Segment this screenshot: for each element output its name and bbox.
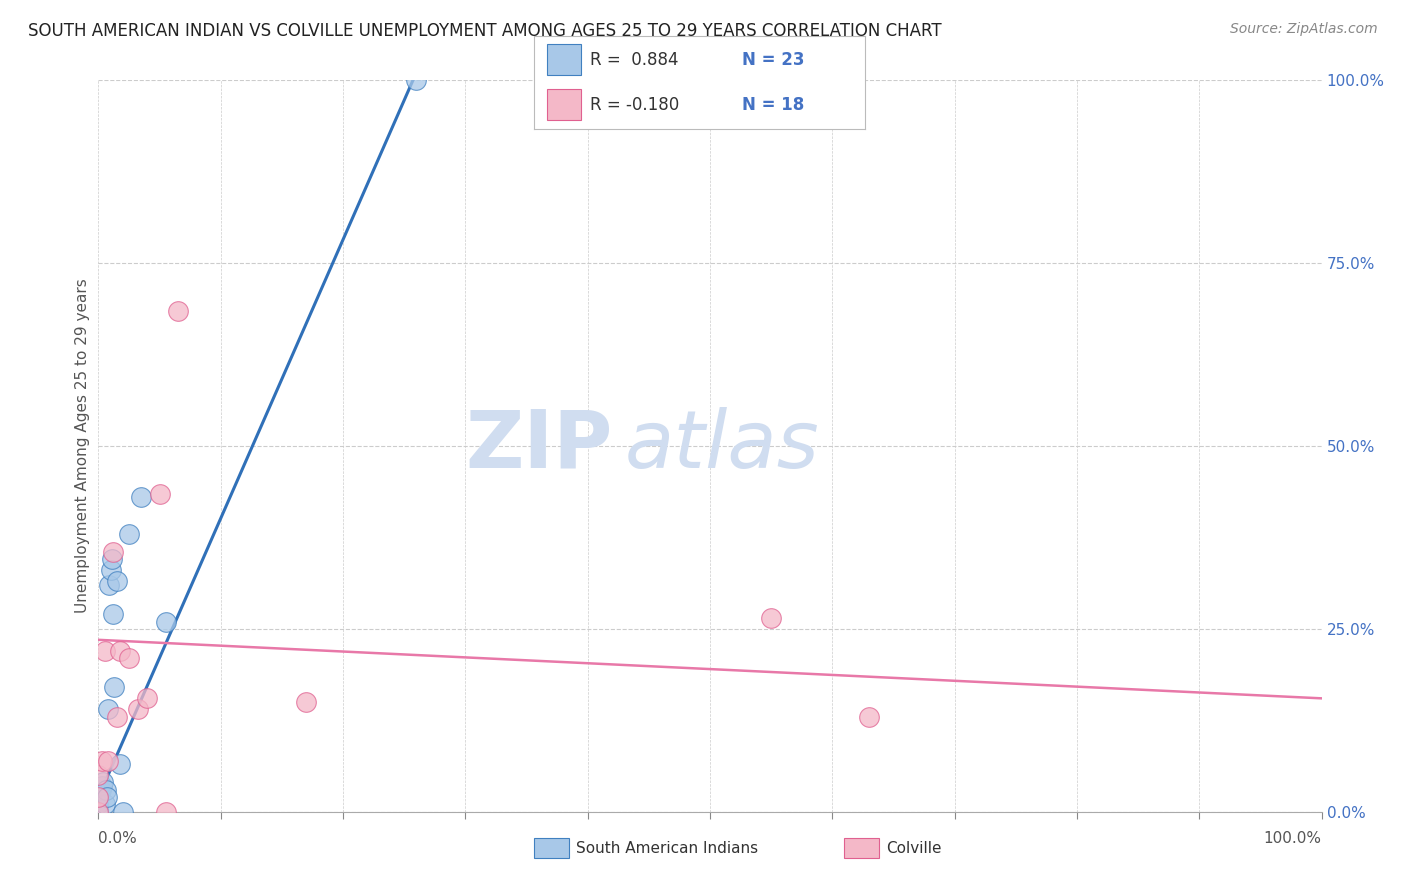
Point <box>97 754 120 768</box>
Text: South American Indians: South American Indians <box>576 841 759 855</box>
Point <box>87 768 110 782</box>
Point <box>87 801 110 815</box>
Point <box>93 797 115 812</box>
Text: Source: ZipAtlas.com: Source: ZipAtlas.com <box>1230 22 1378 37</box>
Point <box>127 702 149 716</box>
Point <box>858 709 880 723</box>
Point <box>98 578 121 592</box>
Point <box>405 73 427 87</box>
Point <box>105 574 128 589</box>
Point <box>167 303 190 318</box>
Text: ZIP: ZIP <box>465 407 612 485</box>
Point <box>105 709 128 723</box>
Text: atlas: atlas <box>624 407 820 485</box>
Point <box>103 681 125 695</box>
Point <box>96 790 118 805</box>
Point <box>91 779 114 793</box>
Point <box>90 782 112 797</box>
Point <box>155 805 177 819</box>
Point <box>93 644 115 658</box>
Point <box>91 754 114 768</box>
Point <box>94 782 117 797</box>
Point <box>87 805 110 819</box>
Text: 0.0%: 0.0% <box>98 831 138 846</box>
Point <box>111 805 134 819</box>
Text: Colville: Colville <box>886 841 941 855</box>
Text: N = 18: N = 18 <box>742 95 804 113</box>
Point <box>101 552 124 566</box>
Point <box>87 805 110 819</box>
Point <box>118 526 141 541</box>
Point <box>136 691 159 706</box>
Text: SOUTH AMERICAN INDIAN VS COLVILLE UNEMPLOYMENT AMONG AGES 25 TO 29 YEARS CORRELA: SOUTH AMERICAN INDIAN VS COLVILLE UNEMPL… <box>28 22 942 40</box>
Y-axis label: Unemployment Among Ages 25 to 29 years: Unemployment Among Ages 25 to 29 years <box>75 278 90 614</box>
Point <box>149 486 172 500</box>
Point <box>97 702 120 716</box>
Bar <box>547 44 581 75</box>
Bar <box>547 89 581 120</box>
Point <box>110 757 132 772</box>
Point <box>129 490 152 504</box>
Point <box>100 563 122 577</box>
Text: 100.0%: 100.0% <box>1264 831 1322 846</box>
Point <box>87 797 110 812</box>
Point <box>295 695 318 709</box>
Text: R =  0.884: R = 0.884 <box>591 51 679 69</box>
Point <box>761 611 783 625</box>
Text: N = 23: N = 23 <box>742 51 806 69</box>
Text: R = -0.180: R = -0.180 <box>591 95 679 113</box>
Point <box>87 790 110 805</box>
Point <box>110 644 132 658</box>
Point <box>101 545 124 559</box>
Point <box>155 615 177 629</box>
Point <box>91 775 114 789</box>
Point <box>87 790 110 805</box>
Point <box>118 651 141 665</box>
Point <box>101 607 124 622</box>
